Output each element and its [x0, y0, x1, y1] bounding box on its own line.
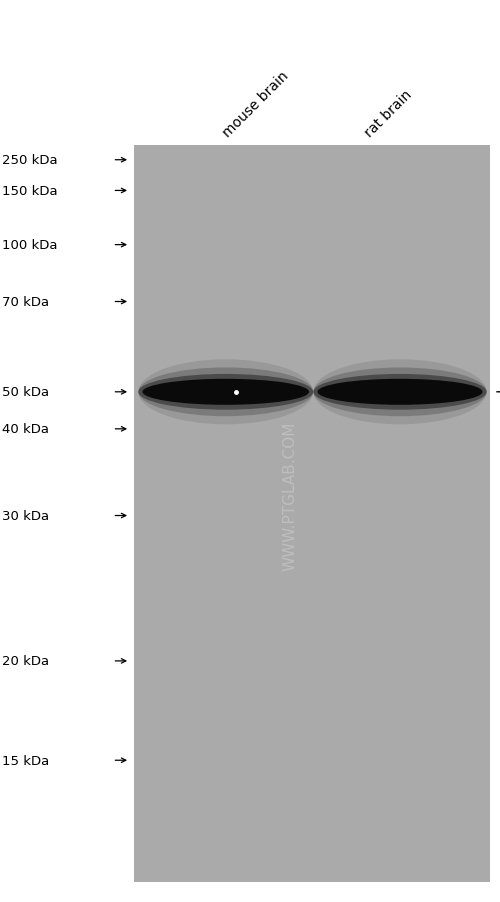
Text: 150 kDa: 150 kDa	[2, 185, 58, 198]
Bar	[134, 146, 490, 882]
Text: 20 kDa: 20 kDa	[2, 655, 50, 667]
Text: 30 kDa: 30 kDa	[2, 510, 50, 522]
Ellipse shape	[138, 374, 313, 410]
Ellipse shape	[314, 374, 486, 410]
Text: 250 kDa: 250 kDa	[2, 154, 58, 167]
Ellipse shape	[314, 360, 486, 425]
Text: 100 kDa: 100 kDa	[2, 239, 58, 252]
Text: 70 kDa: 70 kDa	[2, 296, 50, 308]
Ellipse shape	[142, 380, 309, 405]
Ellipse shape	[318, 380, 482, 405]
Text: rat brain: rat brain	[362, 87, 415, 140]
Text: 50 kDa: 50 kDa	[2, 386, 50, 399]
Ellipse shape	[138, 360, 313, 425]
Ellipse shape	[138, 368, 313, 417]
Text: mouse brain: mouse brain	[220, 69, 291, 140]
Ellipse shape	[314, 368, 486, 417]
Text: 15 kDa: 15 kDa	[2, 754, 50, 767]
Text: 40 kDa: 40 kDa	[2, 423, 50, 436]
Text: WWW.PTGLAB.COM: WWW.PTGLAB.COM	[282, 421, 298, 571]
